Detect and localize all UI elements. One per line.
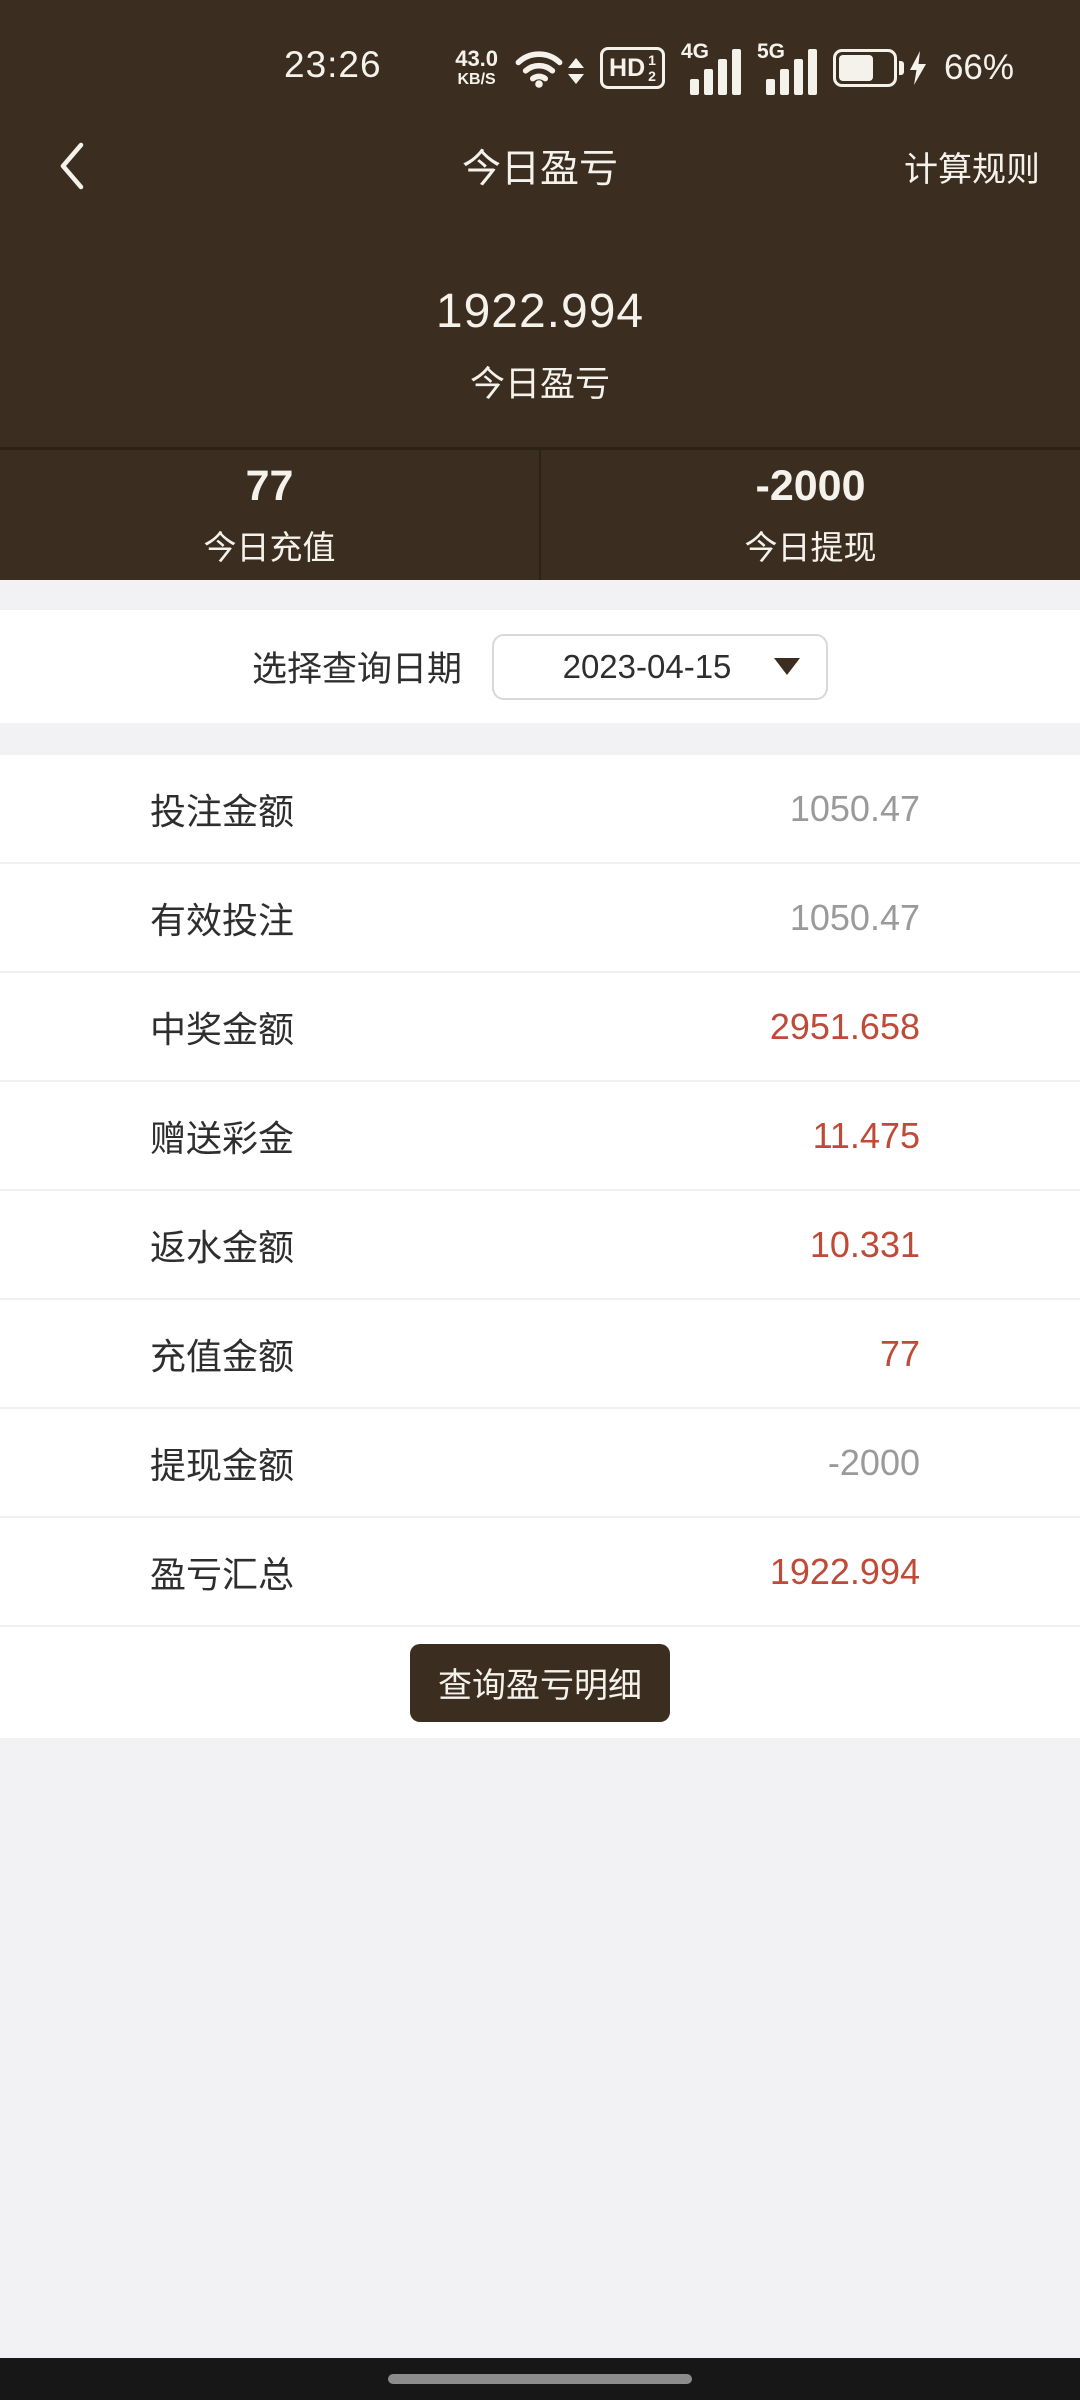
signal-bars-sim2-icon: 5G (757, 41, 817, 95)
row-value: 1922.994 (769, 1550, 920, 1592)
lightning-bolt-icon (908, 51, 928, 85)
table-row: 中奖金额 2951.658 (0, 973, 1080, 1082)
row-value: 10.331 (809, 1223, 920, 1265)
signal-bar (807, 49, 817, 95)
battery-nub (898, 61, 904, 75)
signal-bar (717, 59, 727, 95)
row-label: 盈亏汇总 (150, 1553, 295, 1595)
nav-bar: 今日盈亏 计算规则 (0, 118, 1080, 214)
row-label: 赠送彩金 (150, 1117, 295, 1159)
today-withdraw-cell: -2000 今日提现 (541, 450, 1080, 580)
network-speed: 43.0 KB/S (455, 48, 498, 88)
caret-down-icon (774, 658, 800, 675)
wifi-icon (514, 48, 585, 88)
profit-total-label: 今日盈亏 (469, 365, 610, 404)
query-profit-detail-button[interactable]: 查询盈亏明细 (410, 1643, 670, 1722)
page-title: 今日盈亏 (461, 148, 618, 191)
table-row: 有效投注 1050.47 (0, 864, 1080, 973)
today-deposit-label: 今日充值 (203, 528, 336, 566)
row-label: 投注金额 (150, 790, 295, 832)
clock: 23:26 (284, 44, 382, 85)
button-area: 查询盈亏明细 (0, 1627, 1080, 1738)
sim1-network-label: 4G (680, 40, 709, 63)
date-picker-row: 选择查询日期 2023-04-15 (0, 610, 1080, 723)
section-divider (0, 580, 1080, 610)
row-label: 充值金额 (150, 1335, 295, 1377)
table-row: 赠送彩金 11.475 (0, 1082, 1080, 1191)
calculation-rules-link[interactable]: 计算规则 (904, 150, 1040, 189)
download-arrow-icon (568, 74, 585, 84)
battery-percent: 66% (943, 48, 1014, 87)
signal-bar (779, 69, 789, 95)
date-dropdown-value: 2023-04-15 (562, 647, 732, 685)
status-icons: 43.0 KB/S HD (455, 40, 1014, 96)
table-row: 充值金额 77 (0, 1300, 1080, 1409)
hd-volte-icon: HD 1 2 (600, 47, 665, 89)
sim2-network-label: 5G (756, 40, 785, 63)
up-down-arrows-icon (568, 58, 585, 88)
row-label: 返水金额 (150, 1226, 295, 1268)
row-value: 2951.658 (769, 1005, 920, 1047)
row-value: 1050.47 (789, 896, 920, 938)
today-stats-row: 77 今日充值 -2000 今日提现 (0, 447, 1080, 580)
signal-bar (765, 79, 775, 95)
signal-bar (703, 69, 713, 95)
row-label: 提现金额 (150, 1444, 295, 1486)
table-row: 盈亏汇总 1922.994 (0, 1518, 1080, 1627)
header-section: 23:26 43.0 KB/S (0, 0, 1080, 580)
battery-icon (832, 49, 928, 87)
hd-sim1: 1 (648, 52, 656, 68)
wifi-arcs-icon (515, 51, 563, 88)
row-value: 1050.47 (789, 787, 920, 829)
upload-arrow-icon (568, 58, 585, 68)
hd-sim2: 2 (648, 68, 656, 84)
table-row: 投注金额 1050.47 (0, 755, 1080, 864)
system-navigation-bar (0, 2358, 1080, 2400)
signal-bar (689, 79, 699, 95)
chevron-left-icon (60, 142, 84, 190)
battery-body (832, 49, 897, 87)
signal-bars-sim1-icon: 4G (681, 41, 741, 95)
today-deposit-cell: 77 今日充值 (0, 450, 541, 580)
profit-total-value: 1922.994 (435, 285, 645, 338)
row-value: -2000 (827, 1441, 920, 1483)
row-value: 77 (879, 1332, 920, 1374)
signal-bar (731, 49, 741, 95)
row-label: 有效投注 (150, 899, 295, 941)
back-button[interactable] (56, 118, 88, 214)
row-label: 中奖金额 (150, 1008, 295, 1050)
battery-fill (838, 55, 873, 81)
network-speed-unit: KB/S (457, 71, 496, 88)
signal-bars (689, 49, 741, 95)
date-picker-label: 选择查询日期 (251, 650, 462, 689)
table-row: 提现金额 -2000 (0, 1409, 1080, 1518)
details-list: 投注金额 1050.47 有效投注 1050.47 中奖金额 2951.658 … (0, 755, 1080, 1627)
date-dropdown[interactable]: 2023-04-15 (492, 633, 828, 700)
hd-sim-digits: 1 2 (648, 53, 656, 83)
today-withdraw-label: 今日提现 (744, 528, 877, 566)
section-divider (0, 723, 1080, 755)
today-deposit-value: 77 (245, 461, 294, 510)
hd-label: HD (609, 53, 646, 82)
empty-area (0, 1738, 1080, 2358)
home-indicator[interactable] (388, 2374, 692, 2384)
signal-bar (793, 59, 803, 95)
network-speed-value: 43.0 (455, 46, 499, 71)
today-withdraw-value: -2000 (755, 461, 866, 510)
signal-bars (765, 49, 817, 95)
table-row: 返水金额 10.331 (0, 1191, 1080, 1300)
row-value: 11.475 (812, 1114, 920, 1156)
